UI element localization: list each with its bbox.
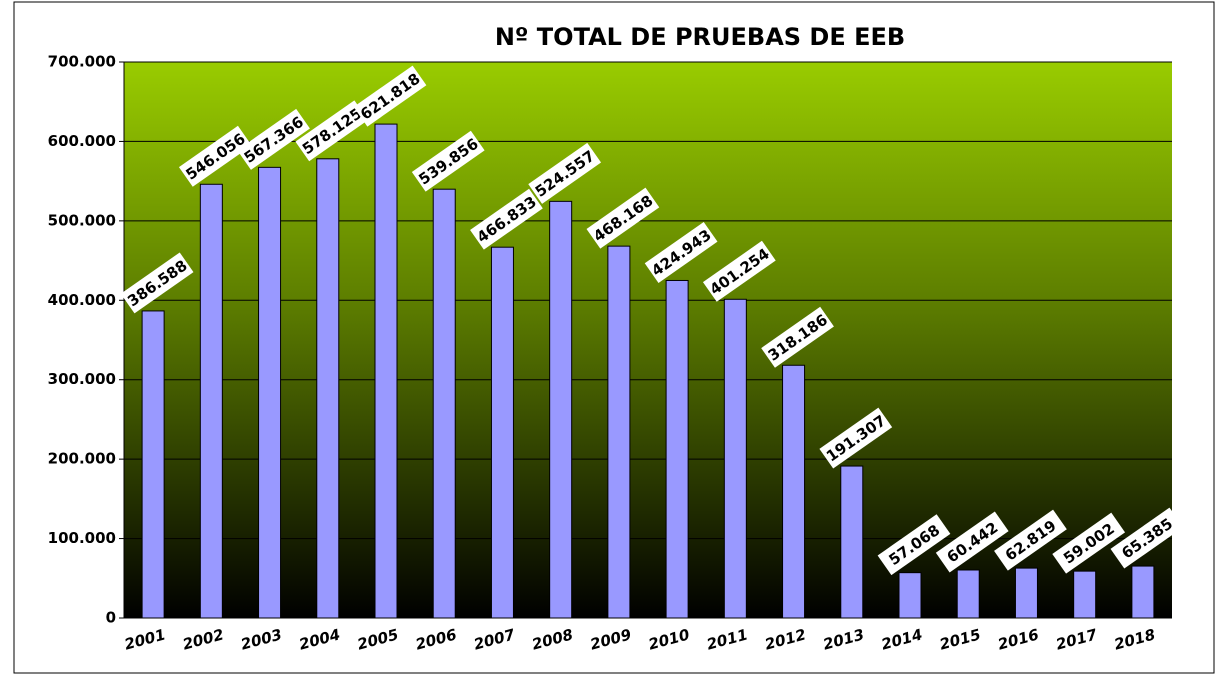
value-label-box <box>994 509 1067 571</box>
bar <box>549 200 573 619</box>
bar <box>1131 565 1155 619</box>
value-label-box <box>819 407 893 469</box>
bar <box>898 572 922 619</box>
value-label-box <box>586 187 660 249</box>
y-tick-label: 0 <box>106 609 116 627</box>
y-tick-label: 300.000 <box>48 370 116 388</box>
bar <box>840 465 864 619</box>
y-tick-label: 500.000 <box>48 211 116 229</box>
bar <box>607 245 631 619</box>
bar <box>956 569 980 619</box>
y-tick-label: 400.000 <box>48 291 116 309</box>
y-tick-label: 200.000 <box>48 450 116 468</box>
bar <box>782 364 806 619</box>
value-label-box <box>353 65 427 127</box>
bar <box>374 123 398 619</box>
bar <box>141 310 165 619</box>
bar <box>199 183 223 619</box>
value-label-box <box>877 514 951 576</box>
bar <box>490 246 514 619</box>
bar <box>316 158 340 619</box>
value-label-box <box>1110 507 1184 569</box>
value-label-box <box>702 240 776 302</box>
y-tick-label: 600.000 <box>48 132 116 150</box>
y-tick-label: 700.000 <box>48 53 116 71</box>
chart-title: Nº TOTAL DE PRUEBAS DE EEB <box>495 23 905 51</box>
value-label-box <box>237 108 310 170</box>
value-label-box <box>470 188 543 250</box>
value-label-box <box>761 306 834 368</box>
value-label-box <box>935 511 1009 573</box>
value-label-box <box>411 130 485 192</box>
value-label-box <box>644 221 718 283</box>
bar <box>258 166 282 619</box>
value-label-box <box>1052 512 1126 574</box>
value-label-box <box>120 252 194 314</box>
value-label-box <box>178 125 252 187</box>
value-label-box <box>528 142 602 204</box>
bar <box>723 298 747 619</box>
bar <box>1073 570 1097 619</box>
bar <box>665 279 689 619</box>
y-tick-label: 100.000 <box>48 529 116 547</box>
bar <box>1014 567 1038 619</box>
bar <box>432 188 456 619</box>
value-label-box <box>295 100 369 162</box>
